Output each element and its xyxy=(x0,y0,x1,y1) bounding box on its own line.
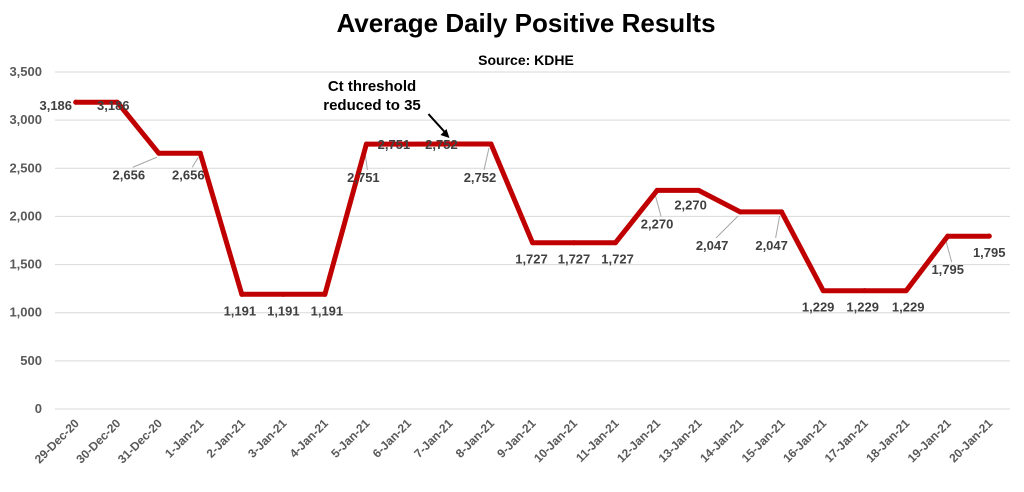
data-label: 2,656 xyxy=(172,167,205,182)
y-tick-label: 1,500 xyxy=(9,257,42,272)
label-leader-lines xyxy=(132,147,953,263)
x-tick-label: 11-Jan-21 xyxy=(573,416,622,465)
y-tick-label: 500 xyxy=(20,353,42,368)
y-tick-label: 1,000 xyxy=(9,305,42,320)
y-tick-label: 3,000 xyxy=(9,112,42,127)
data-label: 2,751 xyxy=(347,170,380,185)
data-point xyxy=(488,141,494,147)
x-tick-label: 5-Jan-21 xyxy=(328,416,373,461)
y-tick-label: 2,500 xyxy=(9,160,42,175)
data-point xyxy=(696,187,702,193)
data-label: 2,047 xyxy=(755,238,788,253)
data-point xyxy=(197,150,203,156)
data-point xyxy=(363,141,369,147)
annotation-line-2: reduced to 35 xyxy=(323,97,421,114)
data-point xyxy=(239,291,245,297)
label-leader-line xyxy=(654,194,662,217)
data-point xyxy=(571,240,577,246)
data-point xyxy=(114,99,120,105)
data-label: 1,229 xyxy=(846,300,879,315)
data-label: 1,727 xyxy=(515,252,548,267)
gridlines xyxy=(55,71,1010,410)
data-point xyxy=(280,291,286,297)
chart-title: Average Daily Positive Results xyxy=(336,8,715,38)
data-point xyxy=(945,233,951,239)
data-label: 1,229 xyxy=(892,300,925,315)
y-axis-ticks: 0 500 1,000 1,500 2,000 2,500 3,000 3,500 xyxy=(9,64,42,416)
data-label: 3,186 xyxy=(97,98,130,113)
x-tick-label: 18-Jan-21 xyxy=(863,416,912,465)
x-tick-label: 7-Jan-21 xyxy=(411,416,456,461)
data-label: 1,795 xyxy=(931,262,964,277)
data-label: 1,727 xyxy=(558,252,591,267)
data-point xyxy=(446,141,452,147)
data-point xyxy=(405,141,411,147)
data-label: 2,270 xyxy=(641,216,674,231)
data-point xyxy=(613,240,619,246)
annotation-line-1: Ct threshold xyxy=(328,78,416,95)
label-leader-line xyxy=(132,156,157,168)
data-label: 1,191 xyxy=(311,303,344,318)
data-labels: 3,186 3,186 2,656 2,656 1,191 1,191 1,191 2,751… xyxy=(39,98,1005,318)
data-label: 1,795 xyxy=(973,245,1006,260)
data-label: 2,751 xyxy=(378,137,411,152)
x-tick-label: 4-Jan-21 xyxy=(287,416,332,461)
x-tick-label: 31-Dec-20 xyxy=(115,416,165,466)
data-label: 1,191 xyxy=(267,303,300,318)
x-tick-label: 19-Jan-21 xyxy=(905,416,954,465)
annotation: Ct threshold reduced to 35 xyxy=(323,78,450,139)
label-leader-line xyxy=(945,240,953,263)
x-tick-label: 10-Jan-21 xyxy=(531,416,580,465)
x-tick-label: 8-Jan-21 xyxy=(453,416,498,461)
data-point xyxy=(862,288,868,294)
data-label: 2,752 xyxy=(425,137,458,152)
data-label: 2,047 xyxy=(696,238,729,253)
data-label: 1,191 xyxy=(224,303,257,318)
x-tick-label: 15-Jan-21 xyxy=(739,416,788,465)
label-leader-line xyxy=(483,147,490,171)
data-point xyxy=(737,209,743,215)
label-leader-line xyxy=(715,215,739,239)
label-leader-line xyxy=(191,157,199,168)
x-tick-label: 14-Jan-21 xyxy=(697,416,746,465)
x-tick-label: 1-Jan-21 xyxy=(162,416,207,461)
x-tick-label: 13-Jan-21 xyxy=(656,416,705,465)
x-tick-label: 6-Jan-21 xyxy=(370,416,415,461)
x-tick-label: 16-Jan-21 xyxy=(780,416,829,465)
data-point xyxy=(820,288,826,294)
data-point xyxy=(654,187,660,193)
data-label: 1,727 xyxy=(601,252,634,267)
data-label: 2,270 xyxy=(674,197,707,212)
x-tick-label: 2-Jan-21 xyxy=(204,416,249,461)
x-tick-label: 12-Jan-21 xyxy=(614,416,663,465)
data-point xyxy=(903,288,909,294)
annotation-arrowhead xyxy=(440,129,450,139)
data-point xyxy=(156,150,162,156)
y-tick-label: 2,000 xyxy=(9,208,42,223)
x-axis-ticks: 29-Dec-2030-Dec-2031-Dec-201-Jan-212-Jan… xyxy=(32,416,996,466)
data-label: 1,229 xyxy=(802,300,835,315)
x-tick-label: 3-Jan-21 xyxy=(245,416,290,461)
data-label: 2,752 xyxy=(464,170,497,185)
x-tick-label: 20-Jan-21 xyxy=(946,416,995,465)
x-tick-label: 17-Jan-21 xyxy=(822,416,871,465)
data-point xyxy=(73,99,79,105)
data-point xyxy=(530,240,535,246)
data-point xyxy=(779,209,785,215)
series-line-group xyxy=(73,99,992,297)
data-point xyxy=(322,291,328,297)
data-label: 3,186 xyxy=(39,98,72,113)
label-leader-line xyxy=(775,215,781,238)
y-tick-label: 0 xyxy=(35,401,42,416)
chart-subtitle: Source: KDHE xyxy=(478,52,574,68)
y-tick-label: 3,500 xyxy=(9,64,42,79)
data-point xyxy=(986,233,992,239)
data-label: 2,656 xyxy=(113,167,146,182)
